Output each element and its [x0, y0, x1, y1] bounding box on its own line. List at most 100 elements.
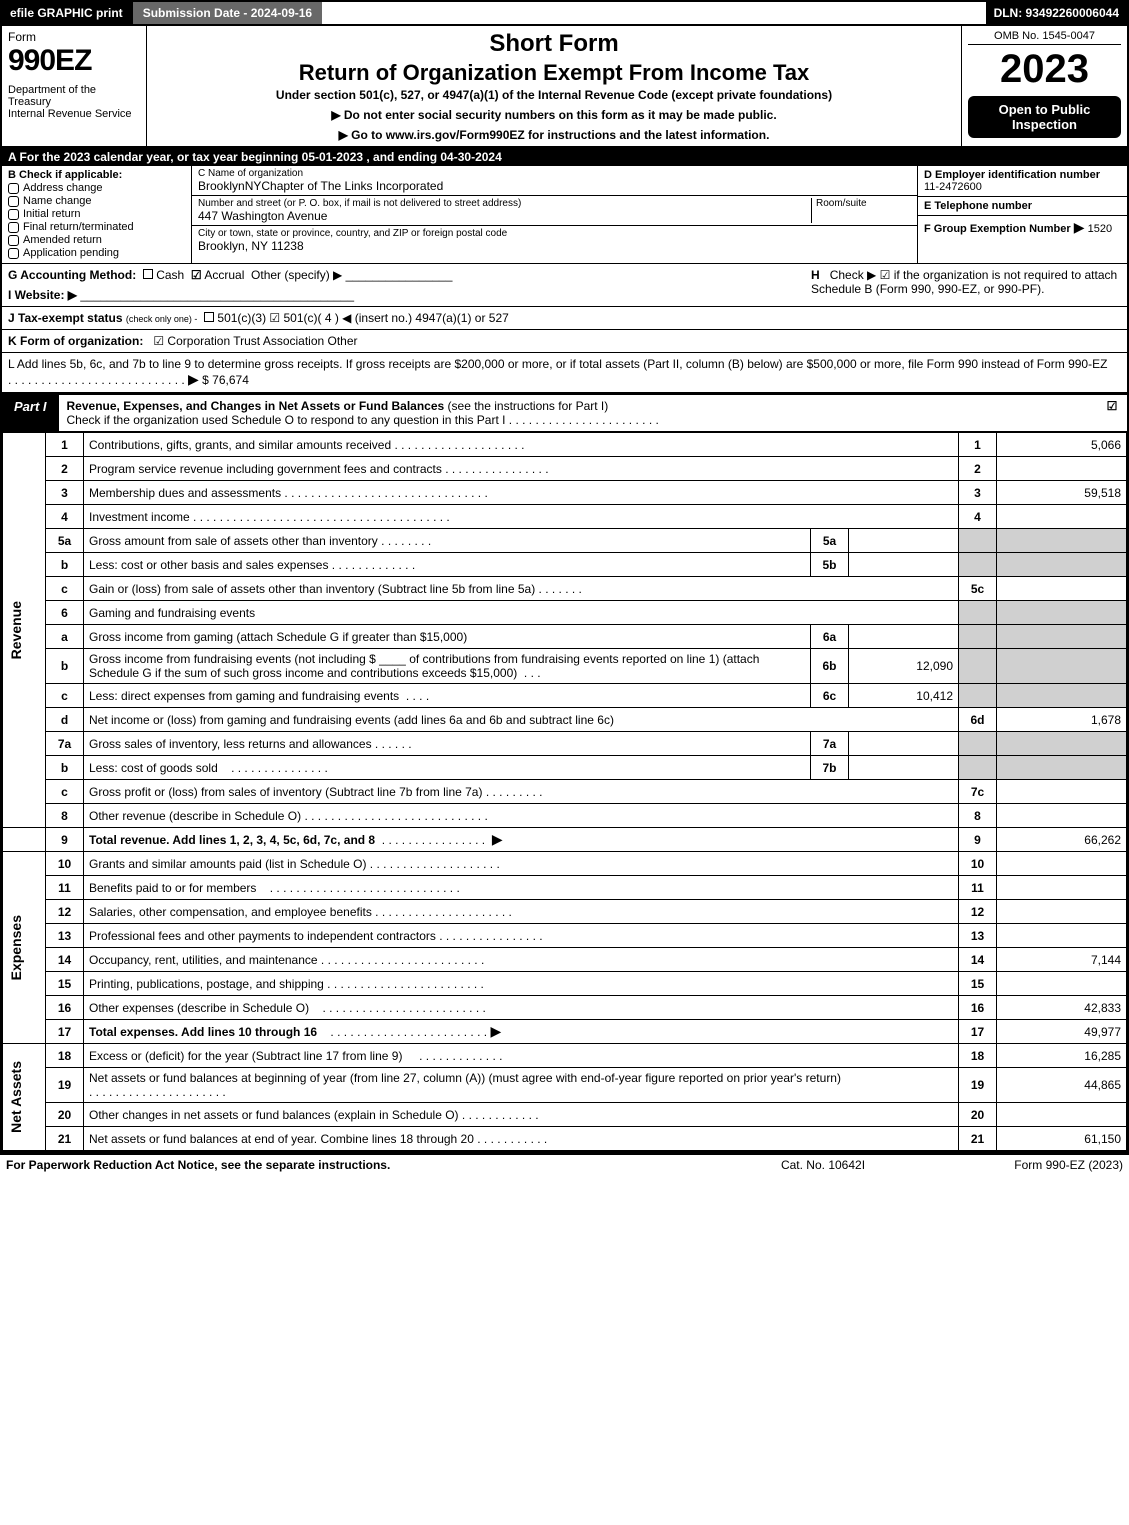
ln6c-num: c — [46, 684, 84, 708]
section-a-tax-year: A For the 2023 calendar year, or tax yea… — [2, 148, 1127, 166]
ein-value: 11-2472600 — [924, 181, 1121, 193]
ln3-desc: Membership dues and assessments — [89, 486, 281, 500]
check-cash[interactable] — [143, 269, 153, 279]
ln7c-ref: 7c — [959, 780, 997, 804]
row-line-15: 15 Printing, publications, postage, and … — [3, 972, 1127, 996]
ln7a-sv — [849, 732, 959, 756]
org-name-block: C Name of organization BrooklynNYChapter… — [192, 166, 917, 196]
ln15-desc: Printing, publications, postage, and shi… — [89, 977, 324, 991]
ln6b-sv: 12,090 — [849, 649, 959, 684]
part-1-sub: (see the instructions for Part I) — [448, 399, 609, 413]
ln17-amt: 49,977 — [997, 1020, 1127, 1044]
ln6c-sub: 6c — [811, 684, 849, 708]
part-1-checked[interactable]: ☑ — [1097, 395, 1127, 431]
ln5a-amt-shaded — [997, 529, 1127, 553]
ln8-amt — [997, 804, 1127, 828]
ln17-desc: Total expenses. Add lines 10 through 16 — [89, 1025, 317, 1039]
check-final-return[interactable]: Final return/terminated — [8, 221, 185, 233]
check-name-change[interactable]: Name change — [8, 195, 185, 207]
ln6d-ref: 6d — [959, 708, 997, 732]
ln5b-num: b — [46, 553, 84, 577]
part-1-title: Revenue, Expenses, and Changes in Net As… — [59, 395, 1097, 431]
ln6b-desc: Gross income from fundraising events (no… — [84, 649, 811, 684]
sidebar-netassets: Net Assets — [3, 1044, 46, 1151]
tax-exempt-opts: 501(c)(3) ☑ 501(c)( 4 ) ◀ (insert no.) 4… — [217, 311, 508, 325]
ln7b-ref-shaded — [959, 756, 997, 780]
check-pending[interactable]: Application pending — [8, 247, 185, 259]
ln6a-ref-shaded — [959, 625, 997, 649]
sub-checkone: (check only one) - — [126, 314, 198, 324]
row-line-1: Revenue 1 Contributions, gifts, grants, … — [3, 433, 1127, 457]
row-line-7a: 7a Gross sales of inventory, less return… — [3, 732, 1127, 756]
ln6b-amt-shaded — [997, 649, 1127, 684]
ln7a-sub: 7a — [811, 732, 849, 756]
ln4-desc: Investment income — [89, 510, 190, 524]
row-line-6d: d Net income or (loss) from gaming and f… — [3, 708, 1127, 732]
ln6d-amt: 1,678 — [997, 708, 1127, 732]
topbar-spacer — [322, 2, 985, 24]
label-h: H — [811, 268, 820, 282]
ln7a-desc: Gross sales of inventory, less returns a… — [89, 737, 372, 751]
org-name: BrooklynNYChapter of The Links Incorpora… — [198, 179, 911, 193]
label-org-name: C Name of organization — [198, 168, 911, 179]
ln19-ref: 19 — [959, 1068, 997, 1103]
label-phone: E Telephone number — [924, 200, 1032, 212]
sidebar-blank-9 — [3, 828, 46, 852]
footer-right: Form 990-EZ (2023) — [923, 1158, 1123, 1172]
submission-date-button[interactable]: Submission Date - 2024-09-16 — [131, 2, 322, 24]
ln21-desc: Net assets or fund balances at end of ye… — [89, 1132, 474, 1146]
ln14-desc: Occupancy, rent, utilities, and maintena… — [89, 953, 318, 967]
ln14-amt: 7,144 — [997, 948, 1127, 972]
irs-label: Internal Revenue Service — [8, 108, 140, 120]
ln10-amt — [997, 852, 1127, 876]
check-amended[interactable]: Amended return — [8, 234, 185, 246]
ln21-amt: 61,150 — [997, 1127, 1127, 1151]
ln5b-ref-shaded — [959, 553, 997, 577]
ln9-ref: 9 — [959, 828, 997, 852]
subtitle: Under section 501(c), 527, or 4947(a)(1)… — [153, 88, 955, 102]
footer-left: For Paperwork Reduction Act Notice, see … — [6, 1158, 723, 1172]
ln16-num: 16 — [46, 996, 84, 1020]
row-line-16: 16 Other expenses (describe in Schedule … — [3, 996, 1127, 1020]
ln12-amt — [997, 900, 1127, 924]
opt-other: Other (specify) ▶ — [251, 268, 342, 282]
ln4-num: 4 — [46, 505, 84, 529]
ln8-desc: Other revenue (describe in Schedule O) — [89, 809, 301, 823]
ln6-num: 6 — [46, 601, 84, 625]
check-address-change[interactable]: Address change — [8, 182, 185, 194]
row-line-12: 12 Salaries, other compensation, and emp… — [3, 900, 1127, 924]
header-left: Form 990EZ Department of the Treasury In… — [2, 26, 147, 146]
check-initial-return[interactable]: Initial return — [8, 208, 185, 220]
ln6c-desc: Less: direct expenses from gaming and fu… — [89, 689, 399, 703]
check-501c3[interactable] — [204, 312, 214, 322]
row-line-21: 21 Net assets or fund balances at end of… — [3, 1127, 1127, 1151]
efile-print-button[interactable]: efile GRAPHIC print — [2, 2, 131, 24]
section-j: J Tax-exempt status (check only one) - 5… — [2, 307, 1127, 330]
ln18-desc: Excess or (deficit) for the year (Subtra… — [89, 1049, 402, 1063]
label-group-exemption: F Group Exemption Number — [924, 223, 1071, 235]
ln6a-amt-shaded — [997, 625, 1127, 649]
part-1-header: Part I Revenue, Expenses, and Changes in… — [2, 393, 1127, 432]
ln6-ref-shaded — [959, 601, 997, 625]
ln7b-sub: 7b — [811, 756, 849, 780]
ln11-desc: Benefits paid to or for members — [89, 881, 256, 895]
ln1-desc: Contributions, gifts, grants, and simila… — [89, 438, 391, 452]
ln1-ref: 1 — [959, 433, 997, 457]
ln11-amt — [997, 876, 1127, 900]
sidebar-revenue: Revenue — [3, 433, 46, 828]
ln7b-desc: Less: cost of goods sold — [89, 761, 218, 775]
ln6d-desc: Net income or (loss) from gaming and fun… — [84, 708, 959, 732]
opt-name: Name change — [23, 195, 92, 207]
label-accounting: G Accounting Method: — [8, 268, 136, 282]
ln12-num: 12 — [46, 900, 84, 924]
ln3-num: 3 — [46, 481, 84, 505]
ln11-ref: 11 — [959, 876, 997, 900]
ln6-desc: Gaming and fundraising events — [84, 601, 959, 625]
ln6c-amt-shaded — [997, 684, 1127, 708]
omb-number: OMB No. 1545-0047 — [968, 30, 1121, 45]
opt-cash: Cash — [156, 268, 184, 282]
group-exemption-value: 1520 — [1088, 223, 1112, 235]
opt-address: Address change — [23, 182, 103, 194]
label-form-org: K Form of organization: — [8, 334, 143, 348]
part-1-title-text: Revenue, Expenses, and Changes in Net As… — [67, 399, 445, 413]
